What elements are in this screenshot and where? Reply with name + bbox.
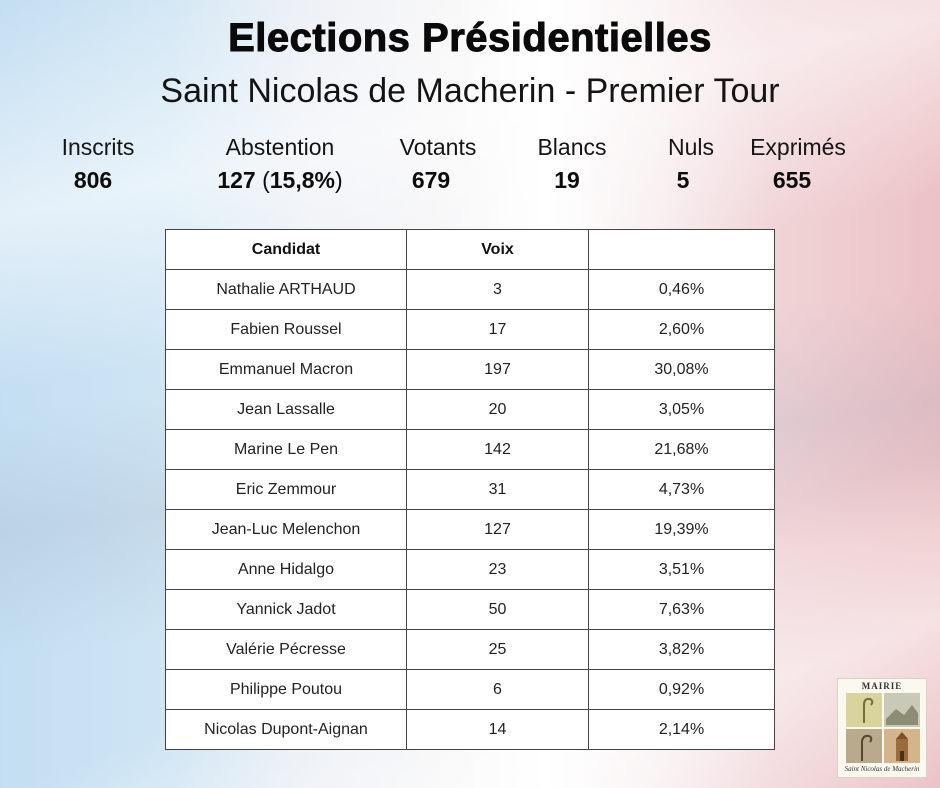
stat-value: 806 — [73, 167, 113, 193]
table-row: Fabien Roussel 17 2,60% — [165, 309, 775, 350]
stat-inscrits: Inscrits 806 — [52, 134, 144, 194]
stat-blancs: Blancs 19 — [530, 134, 614, 194]
candidate-percent: 7,63% — [588, 589, 775, 630]
candidate-votes: 25 — [406, 629, 589, 670]
candidate-votes: 6 — [406, 669, 589, 710]
candidate-name: Yannick Jadot — [165, 589, 407, 630]
page-title: Elections Présidentielles — [228, 16, 712, 61]
candidate-percent: 3,51% — [588, 549, 775, 590]
candidate-votes: 3 — [406, 269, 589, 310]
stat-value: 655 — [772, 167, 812, 193]
logo-crozier-icon-2 — [846, 729, 882, 763]
stat-nuls: Nuls 5 — [660, 134, 722, 194]
candidate-name: Jean Lassalle — [165, 389, 407, 430]
stat-label: Nuls — [667, 134, 714, 160]
candidate-votes: 50 — [406, 589, 589, 630]
candidate-name: Fabien Roussel — [165, 309, 407, 350]
stat-label: Abstention — [225, 134, 335, 160]
stat-label: Inscrits — [61, 134, 135, 160]
candidate-name: Eric Zemmour — [165, 469, 407, 510]
table-row: Anne Hidalgo 23 3,51% — [165, 549, 775, 590]
candidate-name: Jean-Luc Melenchon — [165, 509, 407, 550]
stat-value: 5 — [676, 167, 690, 193]
logo-crozier-icon — [846, 693, 882, 727]
candidate-percent: 21,68% — [588, 429, 775, 470]
page-subtitle: Saint Nicolas de Macherin - Premier Tour — [160, 72, 780, 110]
abstention-paren-open: ( — [262, 167, 270, 193]
candidate-name: Nathalie ARTHAUD — [165, 269, 407, 310]
header-voix: Voix — [406, 229, 589, 270]
header-percent — [588, 229, 775, 270]
candidate-votes: 142 — [406, 429, 589, 470]
abstention-count: 127 — [217, 167, 256, 193]
abstention-paren-close: ) — [334, 167, 343, 193]
stat-exprimes: Exprimés 655 — [742, 134, 854, 194]
header-candidat: Candidat — [165, 229, 407, 270]
table-row: Emmanuel Macron 197 30,08% — [165, 349, 775, 390]
table-row: Jean-Luc Melenchon 127 19,39% — [165, 509, 775, 550]
candidate-votes: 14 — [406, 709, 589, 750]
logo-landscape-icon — [884, 693, 920, 727]
candidate-percent: 2,14% — [588, 709, 775, 750]
candidate-name: Anne Hidalgo — [165, 549, 407, 590]
candidate-votes: 17 — [406, 309, 589, 350]
candidate-name: Marine Le Pen — [165, 429, 407, 470]
table-row: Marine Le Pen 142 21,68% — [165, 429, 775, 470]
candidate-percent: 19,39% — [588, 509, 775, 550]
candidate-name: Emmanuel Macron — [165, 349, 407, 390]
stat-label: Exprimés — [750, 134, 846, 160]
results-table: Candidat Voix Nathalie ARTHAUD 3 0,46% F… — [165, 229, 775, 750]
stat-value: 679 — [411, 167, 451, 193]
mairie-logo: MAIRIE Saint Nicolas de Macherin — [837, 678, 927, 778]
candidate-percent: 3,05% — [588, 389, 775, 430]
candidate-name: Philippe Poutou — [165, 669, 407, 710]
abstention-percent: 15,8% — [269, 167, 335, 193]
candidate-votes: 20 — [406, 389, 589, 430]
table-row: Eric Zemmour 31 4,73% — [165, 469, 775, 510]
candidate-percent: 4,73% — [588, 469, 775, 510]
candidate-votes: 127 — [406, 509, 589, 550]
table-row: Philippe Poutou 6 0,92% — [165, 669, 775, 710]
stat-value: 19 — [554, 167, 580, 193]
stat-label: Blancs — [537, 134, 607, 160]
stat-votants: Votants 679 — [388, 134, 488, 194]
table-row: Jean Lassalle 20 3,05% — [165, 389, 775, 430]
table-row: Nicolas Dupont-Aignan 14 2,14% — [165, 709, 775, 750]
table-header-row: Candidat Voix — [165, 229, 775, 270]
table-row: Yannick Jadot 50 7,63% — [165, 589, 775, 630]
candidate-percent: 0,46% — [588, 269, 775, 310]
stat-label: Votants — [399, 134, 477, 160]
candidate-percent: 30,08% — [588, 349, 775, 390]
stat-abstention: Abstention 127 (15,8%) — [212, 134, 348, 194]
candidate-percent: 2,60% — [588, 309, 775, 350]
candidate-votes: 23 — [406, 549, 589, 590]
candidate-percent: 3,82% — [588, 629, 775, 670]
candidate-votes: 197 — [406, 349, 589, 390]
logo-church-icon — [884, 729, 920, 763]
logo-bottom-text: Saint Nicolas de Macherin — [844, 765, 920, 773]
logo-top-text: MAIRIE — [861, 681, 903, 691]
candidate-percent: 0,92% — [588, 669, 775, 710]
table-row: Nathalie ARTHAUD 3 0,46% — [165, 269, 775, 310]
candidate-votes: 31 — [406, 469, 589, 510]
candidate-name: Nicolas Dupont-Aignan — [165, 709, 407, 750]
candidate-name: Valérie Pécresse — [165, 629, 407, 670]
stat-value: 127 (15,8%) — [212, 167, 348, 194]
table-row: Valérie Pécresse 25 3,82% — [165, 629, 775, 670]
